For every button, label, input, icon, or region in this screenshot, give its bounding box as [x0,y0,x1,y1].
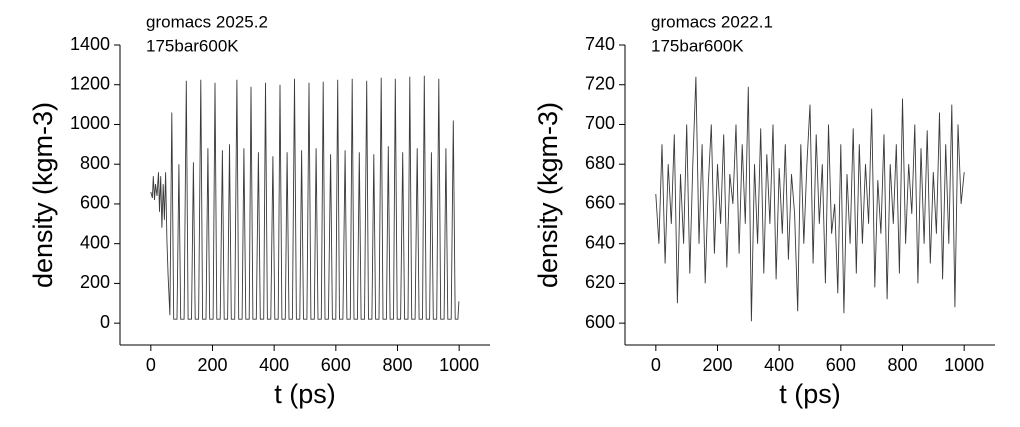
data-line [150,75,460,320]
y-tick-label: 680 [585,153,615,173]
x-tick-label: 1000 [944,355,984,375]
x-tick-label: 800 [887,355,917,375]
x-tick-label: 400 [259,355,289,375]
y-tick-label: 640 [585,232,615,252]
y-tick-label: 400 [80,232,110,252]
y-tick-label: 700 [585,113,615,133]
x-tick-label: 200 [702,355,732,375]
y-axis-label: density (kgm-3) [533,102,563,288]
y-tick-label: 1000 [70,113,110,133]
x-tick-label: 0 [651,355,661,375]
data-line [655,76,965,322]
y-tick-label: 620 [585,272,615,292]
annotation: gromacs 2022.1 [651,12,773,31]
x-tick-label: 600 [321,355,351,375]
x-tick-label: 800 [382,355,412,375]
x-tick-label: 1000 [439,355,479,375]
x-axis-label: t (ps) [779,379,841,409]
x-tick-label: 400 [764,355,794,375]
panel: 600 620 640 660 680 700 720 740 0 200 400 600 800 100… [533,12,995,409]
y-tick-label: 660 [585,193,615,213]
x-tick-label: 600 [826,355,856,375]
y-tick-label: 0 [100,312,110,332]
panel: 0 200 400 600 800 1000 1200 1400 0 200 400 600 800 10… [28,12,490,409]
annotation: 175bar600K [146,36,239,55]
annotation: 175bar600K [651,36,744,55]
x-tick-label: 200 [197,355,227,375]
y-axis-label: density (kgm-3) [28,102,58,288]
y-tick-label: 600 [585,312,615,332]
x-tick-label: 0 [146,355,156,375]
y-tick-label: 200 [80,272,110,292]
y-tick-label: 1400 [70,34,110,54]
annotation: gromacs 2025.2 [146,12,268,31]
y-tick-label: 740 [585,34,615,54]
y-tick-label: 800 [80,153,110,173]
y-tick-label: 720 [585,73,615,93]
y-tick-label: 1200 [70,73,110,93]
x-axis-label: t (ps) [274,379,336,409]
y-tick-label: 600 [80,193,110,213]
